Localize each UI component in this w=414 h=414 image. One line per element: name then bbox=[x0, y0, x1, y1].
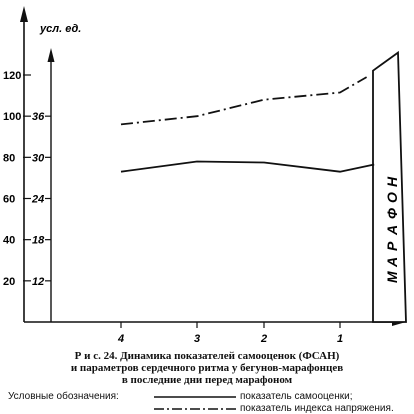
caption-line-3: в последние дни перед марафоном bbox=[121, 374, 293, 386]
outer-y-tick-label: 80 bbox=[3, 152, 15, 164]
outer-y-tick-label: 20 bbox=[3, 276, 15, 288]
outer-y-tick-label: 120 bbox=[3, 70, 21, 82]
x-tick-label: 1 bbox=[337, 333, 343, 345]
outer-y-axis-arrow bbox=[20, 6, 28, 22]
marathon-label-letter: М bbox=[384, 271, 400, 283]
marathon-label-letter: А bbox=[384, 225, 400, 236]
caption-line-1: Р и с. 24. Динамика показателей самооцен… bbox=[74, 350, 340, 362]
legend-dashdot-swatch bbox=[154, 408, 236, 410]
legend-title: Условные обозначения: bbox=[8, 391, 119, 402]
inner-y-tick-label: 24 bbox=[31, 194, 44, 206]
marathon-label-letter: Р bbox=[384, 241, 400, 251]
legend-dashdot-label: показатель индекса напряжения. bbox=[240, 403, 394, 414]
caption-line-2: и параметров сердечного ритма у бегунов-… bbox=[70, 362, 344, 374]
marathon-shape bbox=[372, 50, 407, 323]
outer-y-tick-label: 60 bbox=[3, 194, 15, 206]
axis-ticks: 20 40 60 80 100 120 12 18 24 30 36 усл. ед. 4 3 2 1 bbox=[3, 23, 343, 345]
inner-y-tick-label: 12 bbox=[32, 276, 44, 288]
inner-y-tick-label: 18 bbox=[32, 235, 45, 247]
outer-y-tick-label: 40 bbox=[3, 235, 15, 247]
inner-y-axis-arrow bbox=[47, 48, 55, 62]
series-tension-index-line bbox=[120, 76, 368, 126]
series-lines bbox=[120, 76, 375, 173]
x-tick-label: 4 bbox=[117, 333, 124, 345]
marathon-label-letter: О bbox=[384, 192, 400, 203]
marathon-label-letter: Н bbox=[384, 176, 400, 187]
x-tick-label: 3 bbox=[194, 333, 200, 345]
inner-y-axis-unit-label: усл. ед. bbox=[39, 23, 81, 35]
legend-solid-swatch bbox=[154, 396, 236, 398]
axes bbox=[20, 6, 406, 326]
marathon-label-letter: А bbox=[384, 257, 400, 268]
inner-y-tick-label: 36 bbox=[32, 111, 45, 123]
marathon-label-letter: Ф bbox=[384, 208, 400, 219]
outer-y-tick-label: 100 bbox=[3, 111, 21, 123]
legend-solid-label: показатель самооценки; bbox=[240, 391, 353, 402]
inner-y-tick-label: 30 bbox=[32, 152, 45, 164]
series-self-assessment-line bbox=[120, 160, 375, 173]
x-tick-label: 2 bbox=[260, 333, 267, 345]
